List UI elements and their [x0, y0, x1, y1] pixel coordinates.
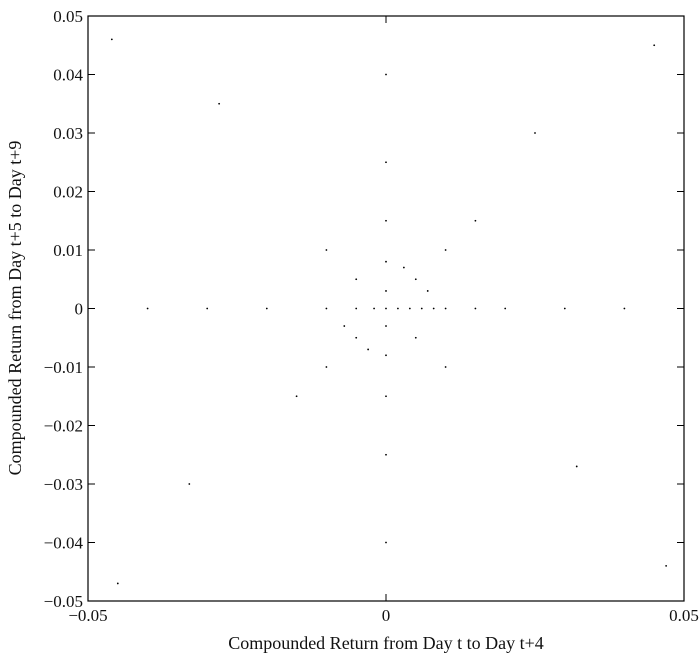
scatter-point: [504, 307, 507, 310]
scatter-point: [146, 307, 149, 310]
y-tick-label: −0.02: [44, 417, 83, 436]
scatter-point: [385, 260, 387, 263]
scatter-point: [355, 336, 358, 339]
y-tick-label: −0.01: [44, 358, 83, 377]
scatter-point: [218, 102, 221, 105]
scatter-point: [653, 44, 656, 47]
scatter-point: [534, 132, 536, 134]
scatter-point: [414, 336, 417, 339]
y-tick-label: 0.03: [53, 124, 83, 143]
scatter-point: [575, 465, 578, 468]
scatter-point: [474, 307, 477, 310]
scatter-point: [325, 366, 328, 368]
x-tick-label: 0: [382, 606, 391, 625]
scatter-point: [265, 307, 268, 310]
scatter-point: [385, 161, 387, 164]
scatter-point: [385, 453, 387, 456]
scatter-point: [325, 249, 328, 251]
scatter-point: [188, 483, 191, 485]
y-tick-label: 0.04: [53, 66, 83, 85]
scatter-point: [665, 565, 668, 567]
scatter-point: [206, 307, 209, 310]
scatter-point: [367, 348, 370, 351]
scatter-point: [110, 38, 113, 41]
scatter-point: [432, 307, 435, 310]
scatter-point: [385, 325, 387, 327]
x-tick-label: 0.05: [669, 606, 699, 625]
y-tick-label: −0.04: [44, 534, 84, 553]
scatter-point: [295, 395, 298, 398]
scatter-points: [110, 38, 668, 585]
scatter-point: [474, 219, 477, 222]
scatter-point: [385, 307, 387, 310]
scatter-point: [444, 249, 447, 251]
scatter-point: [385, 290, 387, 292]
y-tick-label: −0.05: [44, 592, 83, 611]
y-tick-label: 0: [75, 300, 84, 319]
y-tick-label: 0.01: [53, 241, 83, 260]
scatter-point: [623, 307, 626, 310]
scatter-point: [397, 307, 399, 310]
y-tick-label: 0.05: [53, 7, 83, 26]
y-tick-label: 0.02: [53, 183, 83, 202]
scatter-point: [563, 307, 566, 310]
scatter-point: [355, 278, 358, 281]
scatter-point: [385, 395, 387, 398]
scatter-point: [444, 307, 447, 310]
scatter-point: [373, 307, 375, 310]
scatter-point: [385, 354, 387, 357]
scatter-point: [414, 278, 417, 281]
scatter-point: [402, 266, 405, 269]
y-tick-label: −0.03: [44, 475, 83, 494]
scatter-point: [444, 366, 447, 368]
scatter-point: [426, 290, 429, 292]
axis-ticks: −0.05 0 0.05 −0.05 −0.04 −0.03 −0.02 −0.01 0 0.01…: [44, 7, 699, 625]
x-tick-label: −0.05: [68, 606, 107, 625]
scatter-point: [325, 307, 328, 310]
y-axis-title: Compounded Return from Day t+5 to Day t+…: [5, 141, 25, 476]
scatter-point: [385, 73, 387, 76]
scatter-point: [385, 219, 387, 222]
scatter-point: [343, 325, 346, 327]
scatter-point: [355, 307, 358, 310]
scatter-point: [420, 307, 423, 310]
scatter-point: [116, 582, 119, 585]
x-axis-title: Compounded Return from Day t to Day t+4: [228, 633, 544, 653]
scatter-point: [385, 541, 387, 544]
scatter-point: [408, 307, 411, 310]
